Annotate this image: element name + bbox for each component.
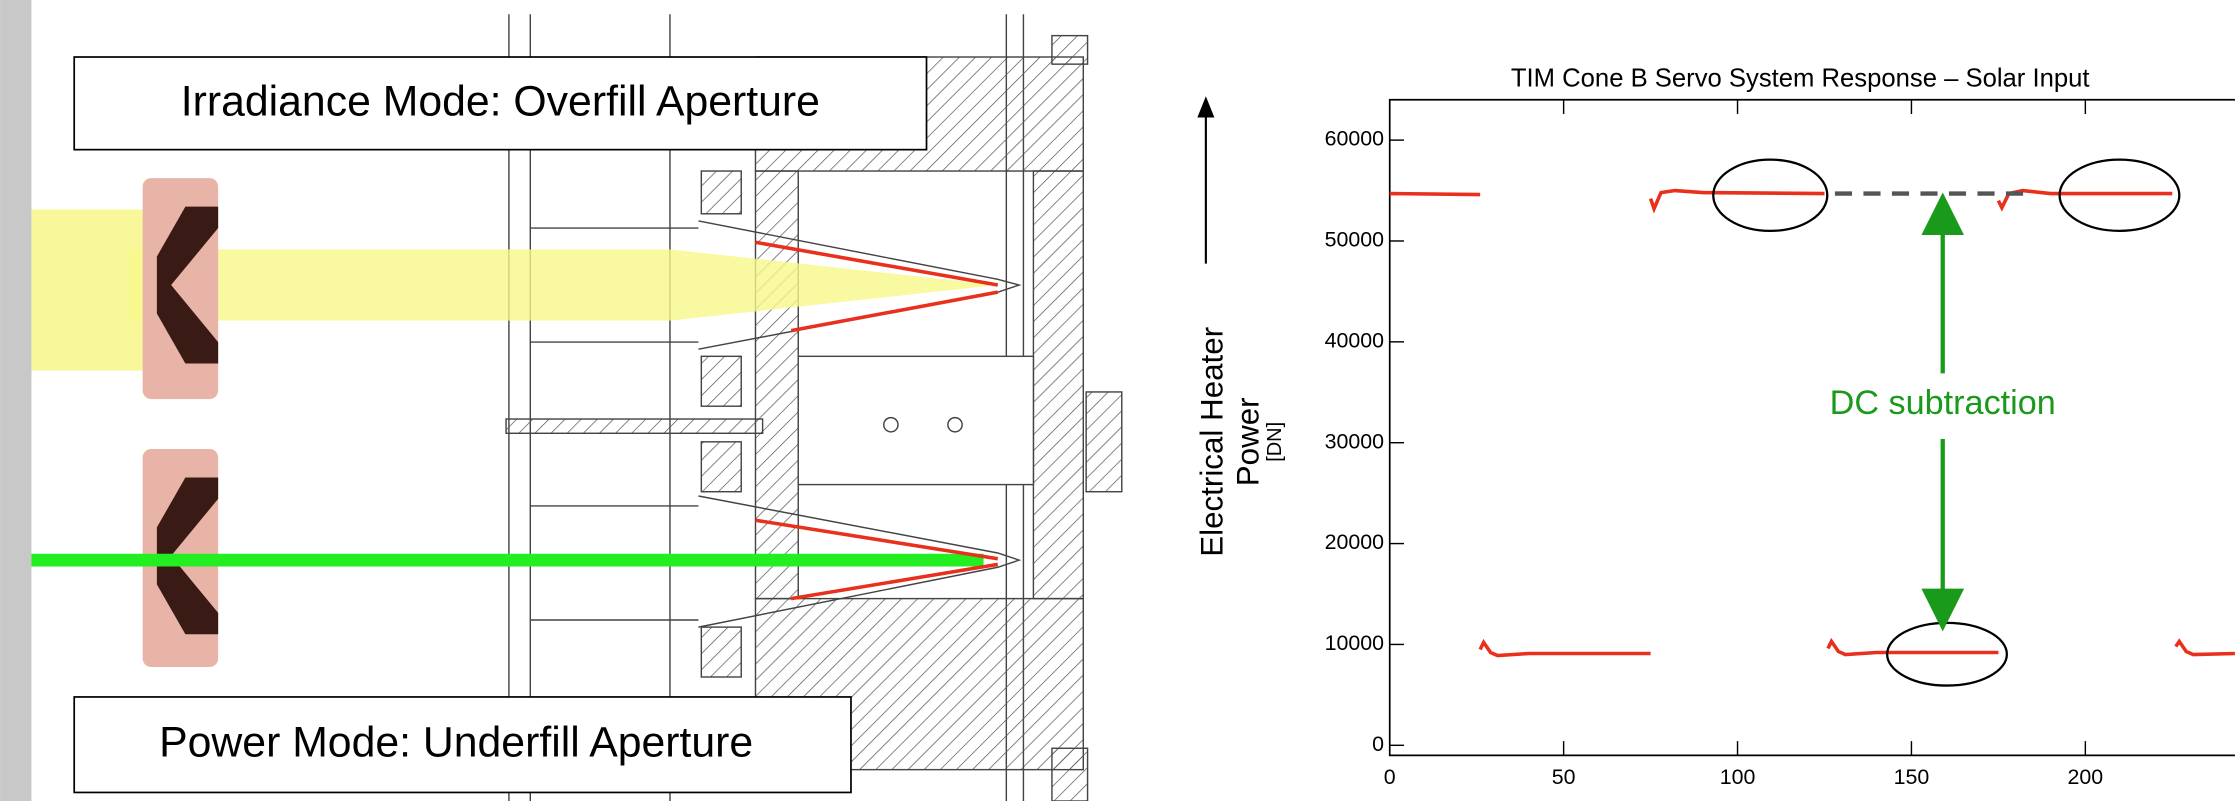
y-tick-label: 0 bbox=[1372, 732, 1384, 756]
x-tick-label: 0 bbox=[1384, 765, 1396, 789]
overfill-beam bbox=[31, 209, 146, 371]
power-label: Power Mode: Underfill Aperture bbox=[159, 719, 753, 767]
series-line bbox=[1389, 188, 2235, 658]
highlight-ellipse bbox=[1712, 158, 1829, 233]
aperture bbox=[142, 178, 219, 668]
y-tick-label: 30000 bbox=[1325, 429, 1385, 453]
y-tick-label: 40000 bbox=[1325, 328, 1385, 352]
y-axis-label: Electrical Heater Power [DN] bbox=[1195, 327, 1286, 557]
cone-walls bbox=[755, 240, 999, 601]
label-box bbox=[73, 56, 928, 151]
x-tick-label: 50 bbox=[1552, 765, 1576, 789]
y-label: Power bbox=[1230, 397, 1265, 486]
y-tick-label: 10000 bbox=[1325, 631, 1385, 655]
x-tick-label: 200 bbox=[2068, 765, 2104, 789]
irradiance-label: Irradiance Mode: Overfill Aperture bbox=[181, 77, 820, 125]
label-box bbox=[73, 696, 852, 794]
overfill-beam-cone bbox=[128, 249, 998, 321]
plot-frame bbox=[1388, 98, 2235, 757]
y-label: Electrical Heater bbox=[1195, 327, 1230, 557]
annotation: DC subtraction bbox=[1830, 384, 2056, 422]
chart-title: TIM Cone B Servo System Response – Solar… bbox=[1511, 65, 2090, 93]
x-tick-label: 100 bbox=[1720, 765, 1756, 789]
side-bar bbox=[0, 0, 32, 801]
y-tick-label: 50000 bbox=[1325, 228, 1385, 252]
highlight-ellipse bbox=[2058, 158, 2181, 233]
y-tick-label: 60000 bbox=[1325, 127, 1385, 151]
x-tick-label: 150 bbox=[1894, 765, 1930, 789]
y-tick-label: 20000 bbox=[1325, 530, 1385, 554]
y-unit: [DN] bbox=[1264, 422, 1286, 462]
